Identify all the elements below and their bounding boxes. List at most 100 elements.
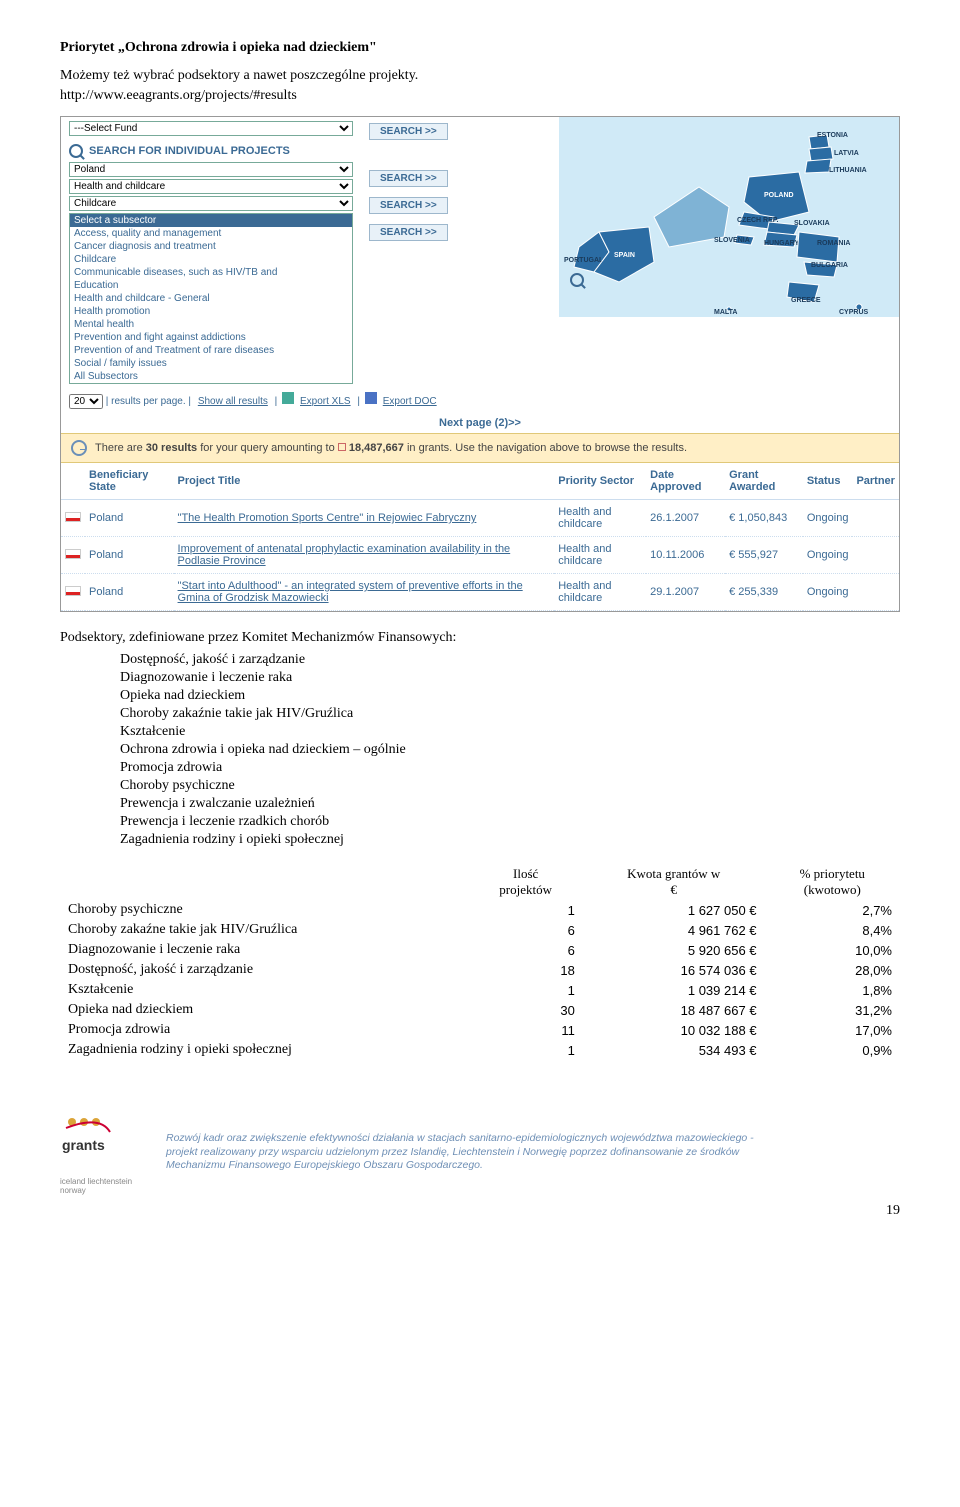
listbox-item[interactable]: Health promotion bbox=[70, 305, 352, 318]
listbox-item[interactable]: Health and childcare - General bbox=[70, 292, 352, 305]
cell-pct: 0,9% bbox=[765, 1040, 900, 1060]
cell-pct: 28,0% bbox=[765, 960, 900, 980]
doc-icon bbox=[365, 392, 377, 404]
cell-pct: 2,7% bbox=[765, 900, 900, 920]
cell-sector: Health and childcare bbox=[554, 500, 646, 537]
cell-label: Diagnozowanie i leczenie raka bbox=[60, 940, 468, 960]
summary-table: Ilośćprojektów Kwota grantów w€ % priory… bbox=[60, 864, 900, 1060]
svg-text:CYPRUS: CYPRUS bbox=[839, 309, 869, 316]
table-row: Zagadnienia rodziny i opieki społecznej … bbox=[60, 1040, 900, 1060]
th-sector: Priority Sector bbox=[554, 463, 646, 500]
screenshot-region: ---Select Fund SEARCH FOR INDIVIDUAL PRO… bbox=[60, 116, 900, 612]
svg-text:SLOVAKIA: SLOVAKIA bbox=[794, 220, 830, 227]
listbox-item[interactable]: Prevention of and Treatment of rare dise… bbox=[70, 344, 352, 357]
list-item: Kształcenie bbox=[120, 724, 900, 740]
page-title: Priorytet „Ochrona zdrowia i opieka nad … bbox=[60, 40, 900, 56]
cell-date: 29.1.2007 bbox=[646, 574, 725, 611]
listbox-header: Select a subsector bbox=[70, 214, 352, 227]
list-item: Opieka nad dzieckiem bbox=[120, 688, 900, 704]
list-item: Ochrona zdrowia i opieka nad dzieckiem –… bbox=[120, 742, 900, 758]
list-item: Zagadnienia rodziny i opieki społecznej bbox=[120, 832, 900, 848]
table-row: Kształcenie 1 1 039 214 € 1,8% bbox=[60, 980, 900, 1000]
poland-flag-icon bbox=[65, 586, 81, 596]
cell-grant: € 255,339 bbox=[725, 574, 803, 611]
results-table: Beneficiary State Project Title Priority… bbox=[61, 463, 899, 611]
cell-count: 1 bbox=[468, 980, 582, 1000]
search-button[interactable]: SEARCH >> bbox=[369, 197, 448, 214]
page-number: 19 bbox=[60, 1203, 900, 1219]
listbox-item[interactable]: Social / family issues bbox=[70, 357, 352, 370]
cell-amount: 1 627 050 € bbox=[583, 900, 765, 920]
th-title: Project Title bbox=[174, 463, 555, 500]
fund-select[interactable]: ---Select Fund bbox=[69, 121, 353, 136]
logo-subtitle: iceland liechtenstein norway bbox=[60, 1177, 150, 1195]
listbox-item[interactable]: Childcare bbox=[70, 253, 352, 266]
th-status: Status bbox=[803, 463, 853, 500]
cell-label: Opieka nad dzieckiem bbox=[60, 1000, 468, 1020]
cell-pct: 1,8% bbox=[765, 980, 900, 1000]
listbox-item[interactable]: Education bbox=[70, 279, 352, 292]
next-page-link[interactable]: Next page (2)>> bbox=[439, 417, 521, 429]
subsector-listbox[interactable]: Select a subsector Access, quality and m… bbox=[69, 213, 353, 384]
results-alert: There are 30 results for your query amou… bbox=[61, 433, 899, 463]
list-item: Prewencja i zwalczanie uzależnień bbox=[120, 796, 900, 812]
listbox-item[interactable]: Cancer diagnosis and treatment bbox=[70, 240, 352, 253]
list-item: Prewencja i leczenie rzadkich chorób bbox=[120, 814, 900, 830]
th-partner: Partner bbox=[852, 463, 899, 500]
export-xls-link[interactable]: Export XLS bbox=[300, 396, 351, 407]
listbox-item[interactable]: Access, quality and management bbox=[70, 227, 352, 240]
cell-amount: 16 574 036 € bbox=[583, 960, 765, 980]
cell-grant: € 555,927 bbox=[725, 537, 803, 574]
cell-status: Ongoing bbox=[803, 500, 853, 537]
svg-text:SLOVENIA: SLOVENIA bbox=[714, 237, 750, 244]
cell-label: Zagadnienia rodziny i opieki społecznej bbox=[60, 1040, 468, 1060]
show-all-link[interactable]: Show all results bbox=[198, 396, 268, 407]
cell-pct: 8,4% bbox=[765, 920, 900, 940]
cell-pct: 10,0% bbox=[765, 940, 900, 960]
project-title-link[interactable]: Improvement of antenatal prophylactic ex… bbox=[178, 543, 511, 567]
list-item: Dostępność, jakość i zarządzanie bbox=[120, 652, 900, 668]
europe-map: PORTUGAL SPAIN POLAND CZECH REP. SLOVAKI… bbox=[559, 117, 899, 317]
cell-amount: 18 487 667 € bbox=[583, 1000, 765, 1020]
table-row: Dostępność, jakość i zarządzanie 18 16 5… bbox=[60, 960, 900, 980]
search-button[interactable]: SEARCH >> bbox=[369, 170, 448, 187]
cell-state: Poland bbox=[85, 537, 174, 574]
project-title-link[interactable]: "The Health Promotion Sports Centre" in … bbox=[178, 512, 477, 524]
flag-icon bbox=[338, 443, 346, 451]
cell-status: Ongoing bbox=[803, 537, 853, 574]
svg-text:LATVIA: LATVIA bbox=[834, 150, 859, 157]
table-row: Poland "Start into Adulthood" - an integ… bbox=[61, 574, 899, 611]
listbox-item[interactable]: All Subsectors bbox=[70, 370, 352, 383]
export-doc-link[interactable]: Export DOC bbox=[383, 396, 437, 407]
cell-pct: 17,0% bbox=[765, 1020, 900, 1040]
listbox-item[interactable]: Mental health bbox=[70, 318, 352, 331]
cell-amount: 5 920 656 € bbox=[583, 940, 765, 960]
poland-flag-icon bbox=[65, 549, 81, 559]
listbox-item[interactable]: Communicable diseases, such as HIV/TB an… bbox=[70, 266, 352, 279]
list-item: Choroby psychiczne bbox=[120, 778, 900, 794]
svg-text:HUNGARY: HUNGARY bbox=[764, 240, 799, 247]
intro-text: Możemy też wybrać podsektory a nawet pos… bbox=[60, 68, 900, 84]
listbox-item[interactable]: Prevention and fight against addictions bbox=[70, 331, 352, 344]
cell-amount: 1 039 214 € bbox=[583, 980, 765, 1000]
cell-count: 30 bbox=[468, 1000, 582, 1020]
cell-amount: 10 032 188 € bbox=[583, 1020, 765, 1040]
cell-status: Ongoing bbox=[803, 574, 853, 611]
search-button[interactable]: SEARCH >> bbox=[369, 123, 448, 140]
cell-label: Choroby zakaźne takie jak HIV/Gruźlica bbox=[60, 920, 468, 940]
search-button[interactable]: SEARCH >> bbox=[369, 224, 448, 241]
th-amount: Kwota grantów w€ bbox=[583, 864, 765, 900]
country-select[interactable]: Poland bbox=[69, 162, 353, 177]
sector-select[interactable]: Health and childcare bbox=[69, 179, 353, 194]
svg-text:POLAND: POLAND bbox=[764, 192, 794, 199]
project-title-link[interactable]: "Start into Adulthood" - an integrated s… bbox=[178, 580, 523, 604]
list-item: Promocja zdrowia bbox=[120, 760, 900, 776]
cell-amount: 4 961 762 € bbox=[583, 920, 765, 940]
cell-sector: Health and childcare bbox=[554, 574, 646, 611]
cell-label: Promocja zdrowia bbox=[60, 1020, 468, 1040]
list-item: Diagnozowanie i leczenie raka bbox=[120, 670, 900, 686]
page-size-select[interactable]: 20 bbox=[69, 394, 103, 409]
subsector-select-1[interactable]: Childcare bbox=[69, 196, 353, 211]
list-item: Choroby zakaźnie takie jak HIV/Gruźlica bbox=[120, 706, 900, 722]
th-pct: % priorytetu(kwotowo) bbox=[765, 864, 900, 900]
